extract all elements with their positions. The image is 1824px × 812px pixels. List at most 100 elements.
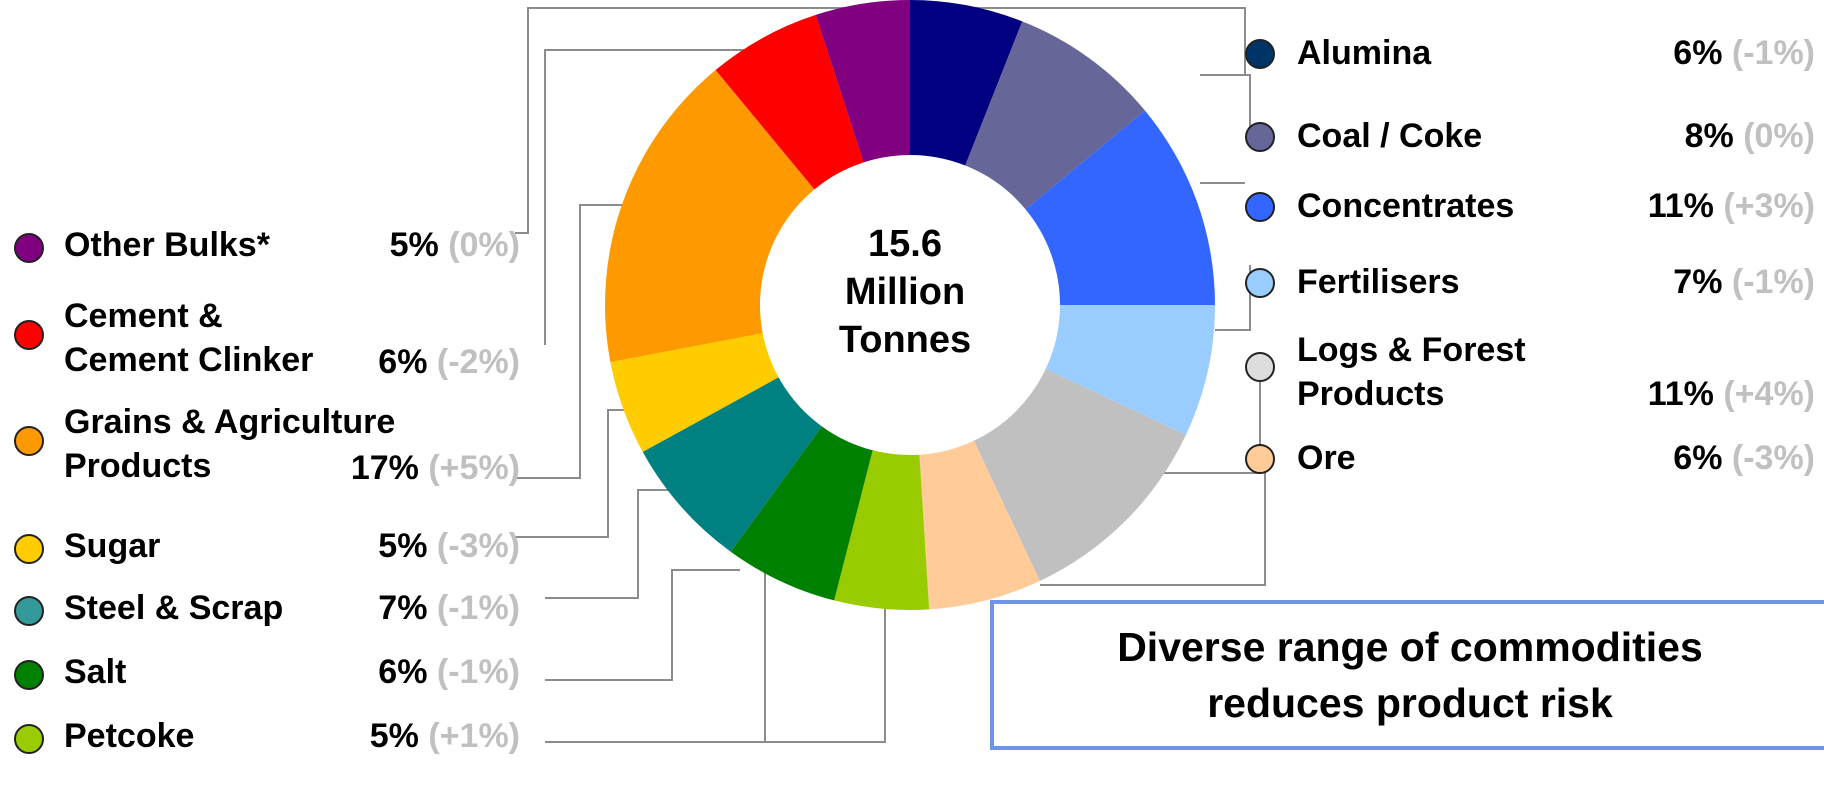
slice-other-bulks bbox=[815, 0, 910, 163]
legend-value: 11% (+3%) bbox=[1648, 184, 1815, 228]
legend-change: (-1%) bbox=[1731, 263, 1815, 301]
slice-grains-agriculture-products bbox=[605, 69, 815, 363]
slice-concentrates bbox=[1025, 110, 1215, 305]
legend-value: 7% (-1%) bbox=[1673, 260, 1815, 304]
legend-label: Cement & Cement Clinker bbox=[64, 297, 314, 379]
leader-line bbox=[515, 204, 658, 479]
legend-change: (0%) bbox=[448, 226, 520, 264]
leader-line bbox=[544, 49, 758, 345]
legend-item-logs-forest-products: Logs & Forest Products 11% (+4%) bbox=[1245, 331, 1815, 438]
legend-change: (+5%) bbox=[428, 449, 520, 487]
legend-value: 8% (0%) bbox=[1685, 114, 1815, 158]
legend-marker bbox=[1245, 122, 1275, 152]
slice-logs-forest-products bbox=[973, 368, 1186, 581]
legend-item-coal-coke: Coal / Coke 8% (0%) bbox=[1245, 117, 1815, 210]
legend-marker bbox=[1245, 39, 1275, 69]
legend-marker bbox=[14, 320, 44, 350]
legend-label: Grains & Agriculture Products bbox=[64, 403, 396, 485]
legend-change: (+3%) bbox=[1723, 187, 1815, 225]
slice-petcoke bbox=[834, 450, 930, 610]
legend-label: Concentrates bbox=[1297, 187, 1515, 225]
slice-fertilisers bbox=[1045, 305, 1215, 435]
legend-item-cement-cement-clinker: Cement & Cement Clinker 6% (-2%) bbox=[10, 297, 520, 408]
legend-percent: 5% bbox=[378, 527, 428, 565]
legend-percent: 5% bbox=[389, 226, 439, 264]
legend-change: (-3%) bbox=[436, 527, 520, 565]
legend-change: (-1%) bbox=[436, 653, 520, 691]
slice-salt bbox=[730, 426, 873, 601]
legend-item-concentrates: Concentrates 11% (+3%) bbox=[1245, 187, 1815, 280]
callout-text: Diverse range of commodities reduces pro… bbox=[1117, 624, 1703, 726]
legend-percent: 7% bbox=[378, 589, 428, 627]
legend-marker bbox=[1245, 268, 1275, 298]
legend-label: Salt bbox=[64, 653, 127, 691]
slice-coal-coke bbox=[965, 21, 1146, 210]
legend-label: Petcoke bbox=[64, 717, 195, 755]
legend-value: 6% (-1%) bbox=[1673, 31, 1815, 75]
legend-label: Steel & Scrap bbox=[64, 589, 284, 627]
legend-item-petcoke: Petcoke 5% (+1%) bbox=[10, 717, 520, 812]
legend-item-other-bulks: Other Bulks* 5% (0%) bbox=[10, 226, 520, 321]
legend-change: (-1%) bbox=[1731, 34, 1815, 72]
legend-label: Fertilisers bbox=[1297, 263, 1460, 301]
legend-percent: 17% bbox=[350, 449, 419, 487]
legend-label: Sugar bbox=[64, 527, 161, 565]
legend-item-steel-scrap: Steel & Scrap 7% (-1%) bbox=[10, 589, 520, 684]
legend-percent: 6% bbox=[1673, 439, 1723, 477]
slice-steel-scrap bbox=[642, 377, 822, 552]
legend-marker bbox=[1245, 192, 1275, 222]
legend-percent: 8% bbox=[1684, 117, 1734, 155]
slice-alumina bbox=[910, 0, 1023, 166]
legend-percent: 5% bbox=[369, 717, 419, 755]
legend-value: 5% (0%) bbox=[390, 223, 520, 267]
slice-cement-cement-clinker bbox=[715, 14, 864, 190]
legend-value: 7% (-1%) bbox=[378, 586, 520, 630]
leader-line bbox=[545, 569, 740, 681]
legend-label: Alumina bbox=[1297, 34, 1432, 72]
donut-chart bbox=[515, 0, 1266, 743]
legend-marker bbox=[1245, 444, 1275, 474]
legend-change: (0%) bbox=[1743, 117, 1815, 155]
leader-line bbox=[545, 489, 680, 599]
legend-value: 5% (+1%) bbox=[370, 714, 520, 758]
legend-item-sugar: Sugar 5% (-3%) bbox=[10, 527, 520, 622]
legend-item-grains-agriculture-products: Grains & Agriculture Products 17% (+5%) bbox=[10, 403, 520, 514]
legend-percent: 6% bbox=[378, 653, 428, 691]
legend-percent: 7% bbox=[1673, 263, 1723, 301]
legend-value: 6% (-3%) bbox=[1673, 436, 1815, 480]
donut-slices bbox=[605, 0, 1215, 610]
legend-percent: 11% bbox=[1647, 187, 1714, 225]
legend-item-ore: Ore 6% (-3%) bbox=[1245, 439, 1815, 532]
legend-item-fertilisers: Fertilisers 7% (-1%) bbox=[1245, 263, 1815, 356]
leader-line bbox=[545, 569, 850, 743]
leader-line bbox=[545, 595, 886, 743]
legend-value: 17% (+5%) bbox=[351, 446, 520, 490]
legend-label: Coal / Coke bbox=[1297, 117, 1483, 155]
legend-percent: 6% bbox=[1673, 34, 1723, 72]
legend-marker bbox=[14, 233, 44, 263]
legend-marker bbox=[14, 534, 44, 564]
legend-marker bbox=[14, 426, 44, 456]
legend-item-salt: Salt 6% (-1%) bbox=[10, 653, 520, 748]
legend-change: (+4%) bbox=[1723, 375, 1815, 413]
legend-change: (-2%) bbox=[436, 343, 520, 381]
legend-marker bbox=[14, 596, 44, 626]
legend-percent: 6% bbox=[378, 343, 428, 381]
legend-value: 11% (+4%) bbox=[1648, 372, 1815, 416]
leader-line bbox=[515, 7, 1246, 234]
legend-value: 6% (-1%) bbox=[378, 650, 520, 694]
legend-change: (+1%) bbox=[428, 717, 520, 755]
legend-marker bbox=[14, 660, 44, 690]
legend-change: (-1%) bbox=[436, 589, 520, 627]
callout-box: Diverse range of commodities reduces pro… bbox=[990, 600, 1824, 750]
legend-label: Logs & Forest Products bbox=[1297, 331, 1526, 413]
slice-ore bbox=[919, 440, 1040, 610]
legend-value: 5% (-3%) bbox=[378, 524, 520, 568]
legend-marker bbox=[1245, 352, 1275, 382]
leader-line bbox=[1040, 458, 1266, 586]
legend-percent: 11% bbox=[1647, 375, 1714, 413]
legend-label: Other Bulks* bbox=[64, 226, 270, 264]
legend-marker bbox=[14, 724, 44, 754]
legend-value: 6% (-2%) bbox=[378, 340, 520, 384]
legend-label: Ore bbox=[1297, 439, 1356, 477]
